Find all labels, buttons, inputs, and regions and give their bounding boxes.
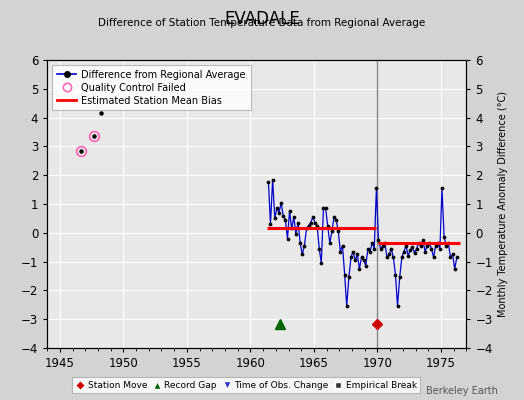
Y-axis label: Monthly Temperature Anomaly Difference (°C): Monthly Temperature Anomaly Difference (… bbox=[498, 91, 508, 317]
Text: Berkeley Earth: Berkeley Earth bbox=[426, 386, 498, 396]
Text: Difference of Station Temperature Data from Regional Average: Difference of Station Temperature Data f… bbox=[99, 18, 425, 28]
Legend: Difference from Regional Average, Quality Control Failed, Estimated Station Mean: Difference from Regional Average, Qualit… bbox=[52, 65, 250, 110]
Legend: Station Move, Record Gap, Time of Obs. Change, Empirical Break: Station Move, Record Gap, Time of Obs. C… bbox=[72, 377, 420, 394]
Text: EVADALE: EVADALE bbox=[224, 10, 300, 28]
